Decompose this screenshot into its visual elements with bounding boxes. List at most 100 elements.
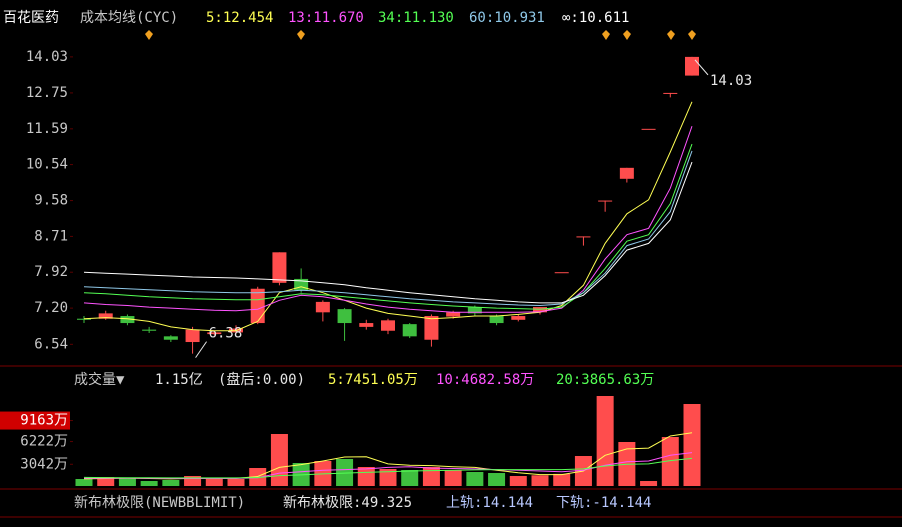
- ma-line: [83, 101, 693, 332]
- candle-body: [424, 316, 439, 340]
- y-tick-label: 14.03: [26, 49, 68, 65]
- indicator-name: 成本均线(CYC): [80, 10, 178, 26]
- candle-body: [598, 200, 613, 202]
- candle-body: [554, 272, 569, 274]
- volume-bar: [75, 479, 93, 486]
- y-tick-label: 9163万: [20, 413, 68, 429]
- candle-body: [446, 312, 461, 317]
- event-markers: [145, 30, 696, 40]
- volume-bar: [661, 437, 679, 486]
- indicator-value: 上轨:14.144: [446, 495, 533, 511]
- ma-line: [83, 126, 693, 313]
- volume-bar: [509, 476, 527, 486]
- candle-body: [77, 318, 91, 320]
- event-marker: [688, 30, 696, 40]
- ma-line: [83, 150, 693, 307]
- y-tick-label: 8.71: [34, 228, 68, 244]
- candle-body: [619, 167, 634, 179]
- volume-bar: [488, 473, 506, 486]
- volume-bar: [205, 478, 223, 486]
- candle-body: [402, 324, 417, 337]
- volume-bar: [401, 470, 419, 486]
- volume-bar: [640, 481, 658, 486]
- y-tick-label: 7.92: [34, 264, 68, 280]
- event-marker: [667, 30, 675, 40]
- volume-bar: [162, 480, 180, 486]
- volume-bar: [531, 475, 549, 486]
- stock-name: 百花医药: [3, 10, 59, 26]
- y-tick-label: 9.58: [34, 193, 68, 209]
- volume-bar: [444, 470, 462, 486]
- tick-highlight: [0, 411, 70, 430]
- volume-bar: [379, 469, 397, 486]
- legend-entry: 60:10.931: [469, 10, 545, 26]
- volume-bar: [336, 459, 354, 486]
- volume-bar: [118, 478, 136, 486]
- indicator-value: 下轨:-14.144: [556, 495, 651, 511]
- bottom-indicator-title: 新布林极限(NEWBBLIMIT): [74, 495, 245, 511]
- candle-body: [142, 329, 157, 331]
- candle-body: [337, 309, 352, 324]
- annotation-arrow: [694, 59, 709, 76]
- volume-bar: [683, 404, 701, 486]
- y-tick-label: 11.59: [26, 121, 68, 137]
- legend-entry: 20:3865.63万: [556, 372, 654, 388]
- ma-line: [83, 457, 693, 479]
- volume-bar: [357, 467, 375, 486]
- legend-entry: 13:11.670: [288, 10, 364, 26]
- y-tick-label: 12.75: [26, 85, 68, 101]
- candle-body: [315, 301, 330, 313]
- low-annotation: 6.38: [209, 326, 243, 342]
- volume-total: 1.15亿: [155, 372, 203, 388]
- candle-body: [467, 307, 482, 314]
- indicator-value: 新布林极限:49.325: [283, 495, 412, 511]
- y-tick-label: 7.20: [34, 300, 68, 316]
- volume-bar: [184, 476, 202, 486]
- candle-body: [663, 92, 678, 94]
- legend-entry: 5:7451.05万: [328, 372, 418, 388]
- volume-bar: [466, 472, 484, 486]
- candle-body: [641, 128, 656, 130]
- ma-line: [83, 143, 693, 310]
- volume-bar: [270, 434, 288, 486]
- event-marker: [602, 30, 610, 40]
- candle-body: [163, 336, 178, 340]
- high-annotation: 14.03: [710, 73, 752, 89]
- ma-line: [83, 161, 693, 304]
- event-marker: [297, 30, 305, 40]
- volume-bar: [140, 481, 158, 486]
- candle-body: [98, 313, 113, 319]
- candle-body: [489, 316, 504, 324]
- candle-body: [120, 316, 135, 324]
- candle-body: [511, 316, 526, 320]
- event-marker: [145, 30, 153, 40]
- volume-title: 成交量▼: [74, 371, 125, 388]
- candle-body: [272, 252, 287, 283]
- candle-body: [207, 332, 222, 335]
- event-marker: [623, 30, 631, 40]
- volume-bar: [422, 467, 440, 486]
- legend-entry: 10:4682.58万: [436, 372, 534, 388]
- volume-bar: [596, 396, 614, 486]
- candle-body: [359, 323, 374, 327]
- y-tick-label: 6222万: [20, 434, 68, 450]
- volume-bar: [553, 473, 571, 486]
- candle-body: [294, 278, 309, 291]
- legend-entry: ∞:10.611: [562, 10, 629, 26]
- candle-body: [576, 236, 591, 238]
- candle-body: [250, 288, 265, 324]
- y-tick-label: 6.54: [34, 336, 68, 352]
- annotation-arrow: [195, 341, 207, 358]
- volume-bar: [227, 479, 245, 486]
- volume-bar: [97, 477, 115, 486]
- candle-body: [685, 56, 699, 76]
- candle-body: [381, 320, 395, 331]
- y-tick-label: 10.54: [26, 157, 68, 173]
- legend-entry: 5:12.454: [206, 10, 273, 26]
- candle-body: [185, 329, 200, 343]
- legend-entry: 34:11.130: [378, 10, 454, 26]
- y-tick-label: 3042万: [20, 456, 68, 472]
- after-hours: (盘后:0.00): [218, 371, 305, 388]
